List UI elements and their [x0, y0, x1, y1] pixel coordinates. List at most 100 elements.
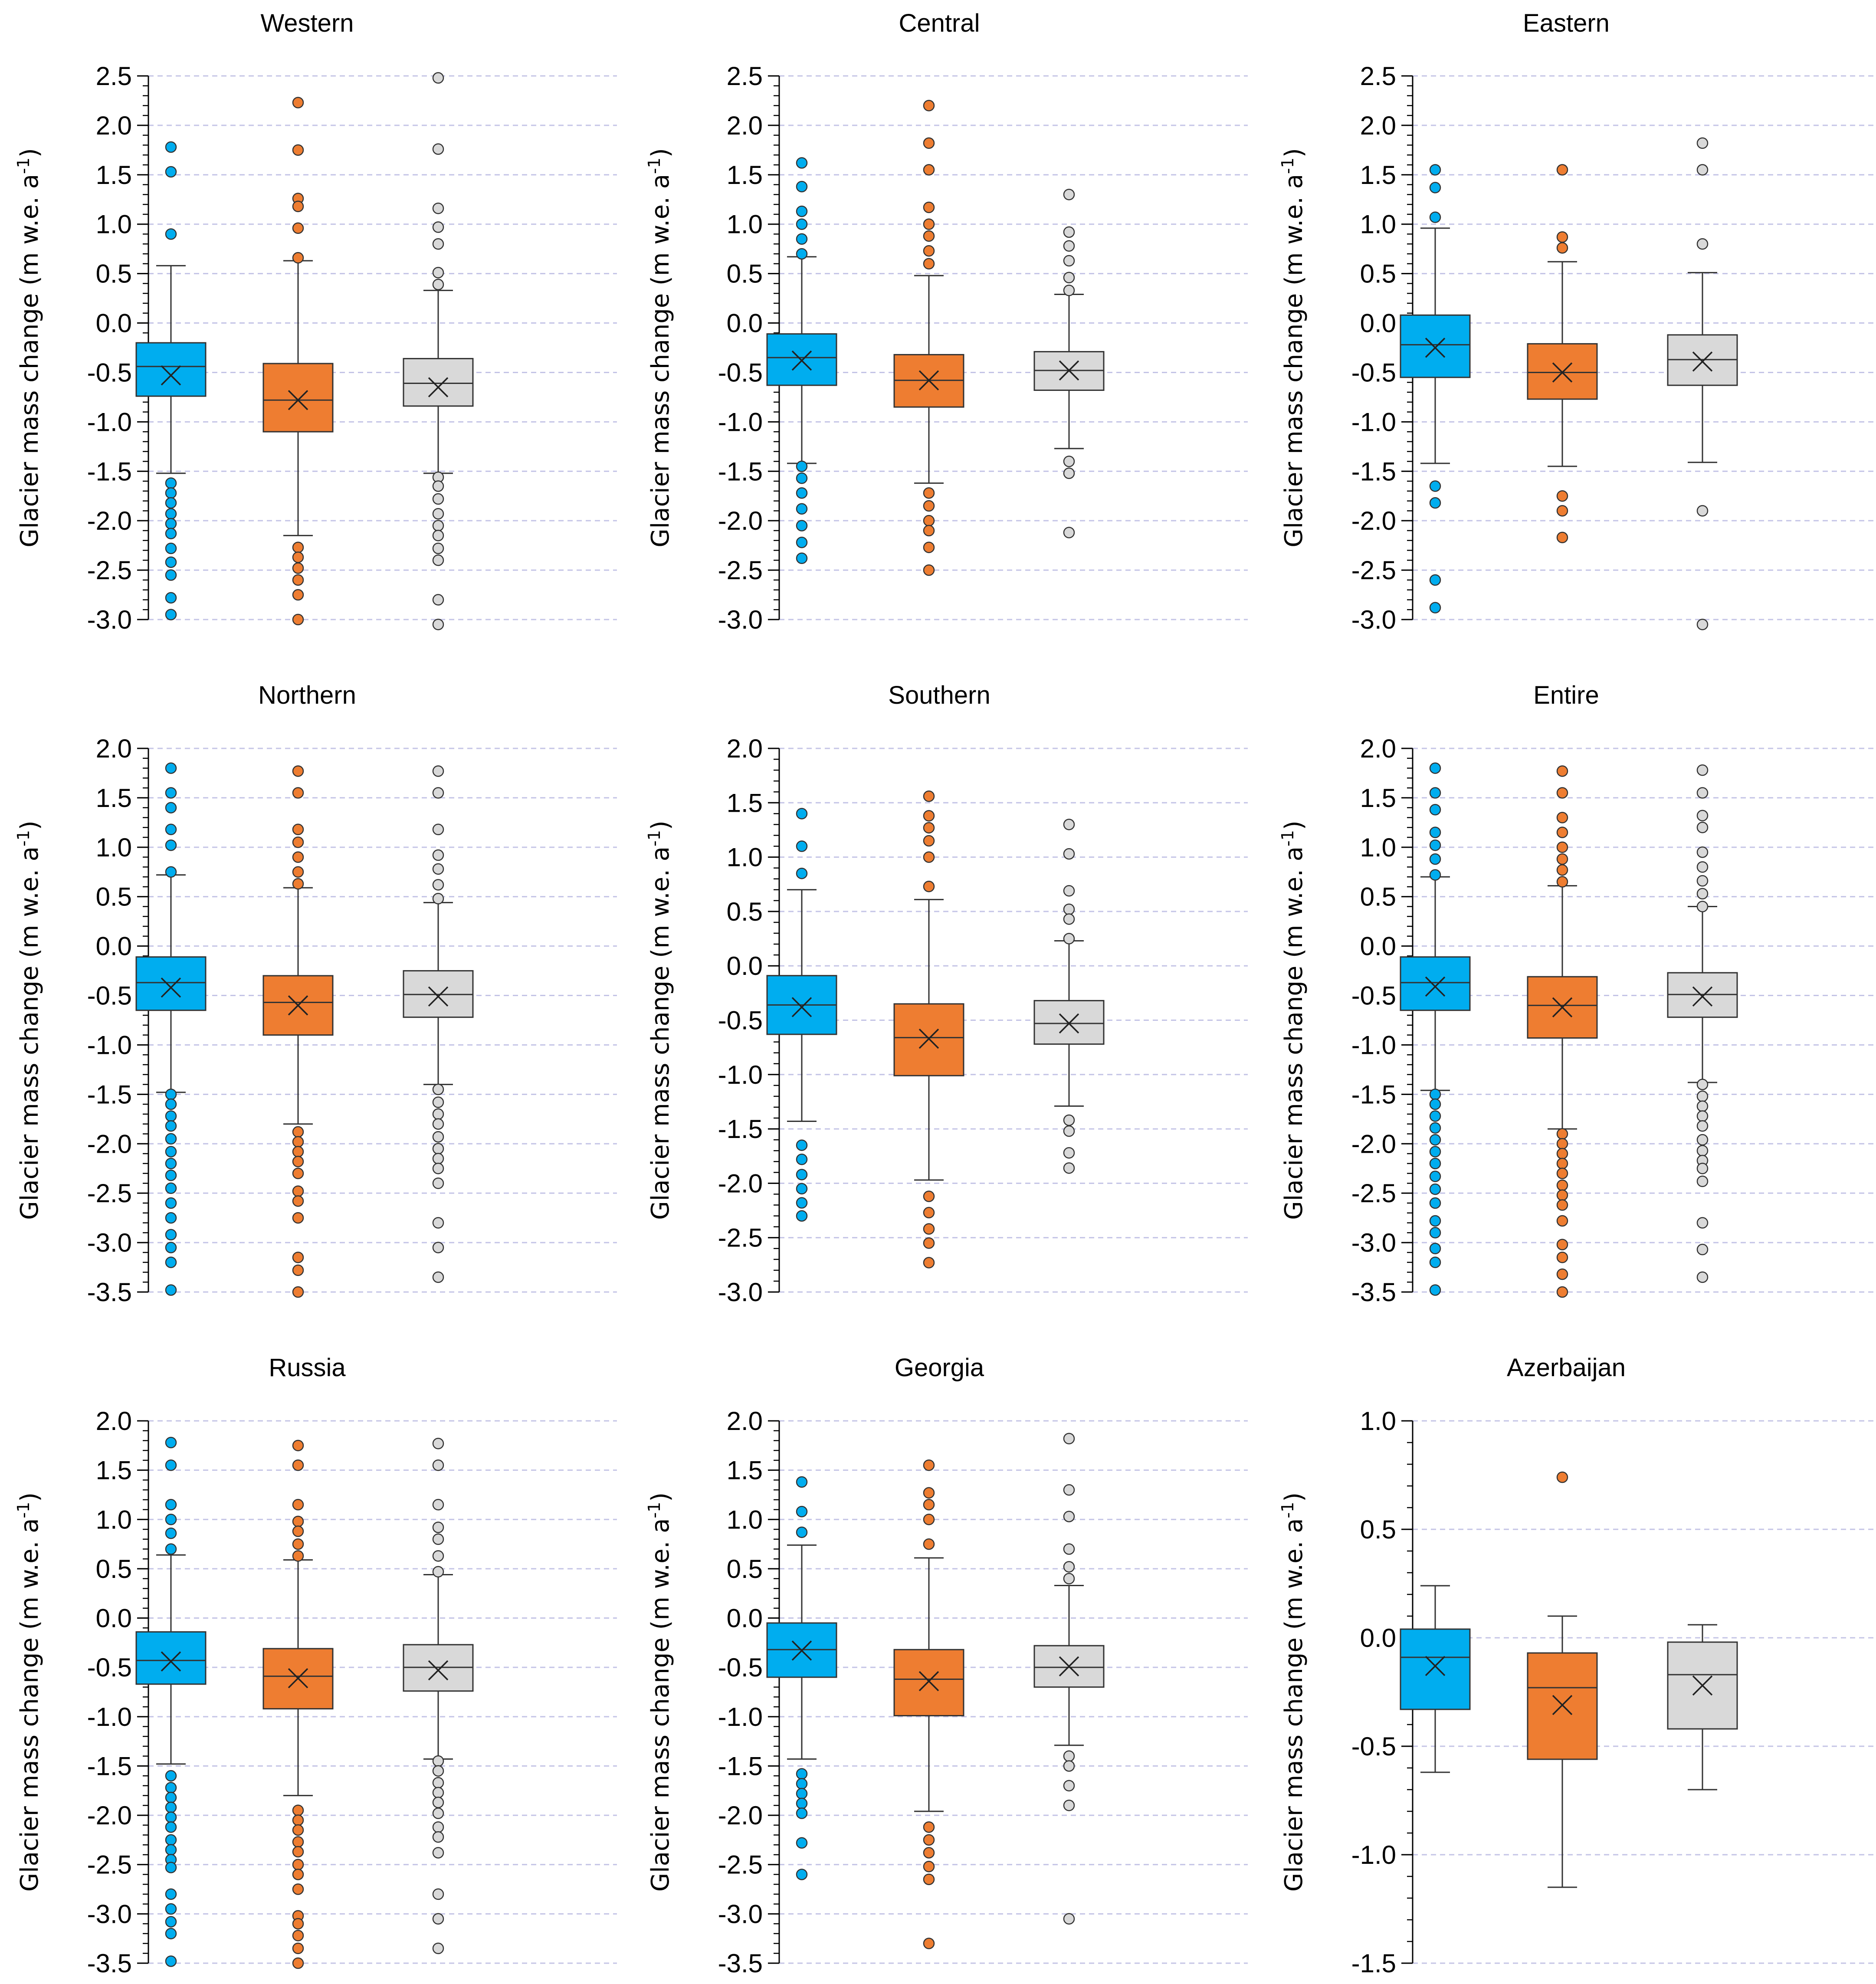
outlier-point — [292, 1212, 304, 1224]
outlier-point — [1429, 1171, 1441, 1182]
outlier-point — [1696, 1100, 1709, 1112]
tick-label: -2.5 — [718, 1850, 763, 1879]
outlier-point — [165, 609, 177, 620]
outlier-point — [165, 1229, 177, 1241]
outlier-point — [796, 1778, 808, 1790]
panel-entire: Entire Glacier mass change (m w.e. a-1) 2.… — [1278, 681, 1876, 1307]
outlier-point — [165, 1197, 177, 1209]
outlier-point — [165, 1811, 177, 1823]
y-axis-label: Glacier mass change (m w.e. a-1) — [1278, 1492, 1308, 1892]
tick-label: -3.0 — [1351, 605, 1396, 634]
tick-label: 1.0 — [96, 833, 132, 862]
outlier-point — [292, 1499, 304, 1511]
y-axis-label-end: ) — [16, 820, 44, 830]
tick-label: 2.0 — [1360, 111, 1396, 140]
outlier-point — [1556, 1252, 1568, 1263]
outlier-point — [1429, 602, 1441, 613]
outlier-point — [923, 1487, 935, 1499]
outlier-point — [923, 810, 935, 822]
mean-marker — [791, 350, 812, 371]
tick-label: -0.5 — [1351, 1732, 1396, 1761]
outlier-point — [1696, 875, 1709, 887]
outlier-point — [432, 1143, 444, 1154]
mean-marker — [1425, 976, 1446, 997]
tick-label: -3.0 — [87, 605, 132, 634]
tick-label: -2.5 — [87, 1850, 132, 1879]
outlier-point — [796, 1169, 808, 1181]
outlier-point — [1063, 1543, 1075, 1555]
outlier-point — [923, 564, 935, 576]
outlier-point — [1429, 497, 1441, 509]
tick-label: -2.5 — [718, 556, 763, 585]
outlier-point — [1429, 574, 1441, 586]
tick-label: 1.0 — [727, 210, 763, 239]
y-axis-label: Glacier mass change (m w.e. a-1) — [645, 1492, 675, 1892]
outlier-point — [1063, 189, 1075, 200]
outlier-point — [1556, 1268, 1568, 1280]
outlier-point — [432, 143, 444, 155]
tick-label: -3.5 — [87, 1278, 132, 1307]
mean-marker — [428, 986, 449, 1007]
y-axis-label-main: Glacier mass change (m w.e. a — [16, 174, 44, 548]
outlier-point — [1429, 787, 1441, 799]
series-1 — [135, 141, 207, 620]
outlier-point — [432, 1550, 444, 1562]
outlier-point — [292, 1185, 304, 1197]
tick-label: 1.0 — [727, 843, 763, 872]
outlier-point — [292, 1814, 304, 1826]
outlier-point — [1063, 1511, 1075, 1522]
tick-label: -1.0 — [718, 1060, 763, 1089]
outlier-point — [923, 100, 935, 111]
outlier-point — [923, 164, 935, 176]
outlier-point — [165, 141, 177, 153]
y-axis-label-end: ) — [646, 820, 675, 830]
mean-marker — [1692, 351, 1713, 372]
iqr-box — [403, 358, 474, 407]
outlier-point — [432, 1271, 444, 1283]
y-axis-label-sup: -1 — [645, 1502, 664, 1518]
outlier-point — [1696, 1243, 1709, 1256]
tick-label: 0.0 — [727, 1604, 763, 1633]
outlier-point — [165, 1256, 177, 1268]
outlier-point — [1556, 841, 1568, 853]
outlier-point — [1063, 527, 1075, 538]
outlier-point — [796, 1797, 808, 1810]
outlier-point — [1429, 1089, 1441, 1100]
panel-title: Central — [899, 9, 980, 37]
panel-western: Western Glacier mass change (m w.e. a-1) 2… — [14, 9, 617, 634]
outlier-point — [1556, 242, 1568, 254]
outlier-point — [432, 1942, 444, 1954]
mean-marker — [1552, 1695, 1573, 1715]
series-2 — [1527, 765, 1598, 1298]
outlier-point — [165, 1916, 177, 1928]
tick-label: 1.5 — [1360, 784, 1396, 813]
outlier-point — [796, 1197, 808, 1209]
outlier-point — [796, 157, 808, 169]
outlier-point — [1696, 619, 1709, 630]
tick-label: 0.0 — [96, 932, 132, 961]
outlier-point — [923, 1223, 935, 1235]
series-3 — [1033, 819, 1105, 1174]
mean-marker — [918, 1028, 939, 1049]
outlier-point — [1429, 1134, 1441, 1146]
outlier-point — [796, 233, 808, 245]
y-axis-label-main: Glacier mass change (m w.e. a — [1280, 174, 1308, 548]
mean-marker — [1552, 362, 1573, 383]
outlier-point — [1556, 1286, 1568, 1298]
series-1 — [1400, 1585, 1471, 1773]
outlier-point — [165, 1459, 177, 1471]
outlier-point — [796, 503, 808, 515]
iqr-box — [1400, 956, 1471, 1011]
panel-northern: Northern Glacier mass change (m w.e. a-1)… — [14, 681, 617, 1307]
mean-marker — [288, 390, 308, 410]
outlier-point — [292, 823, 304, 836]
outlier-point — [1063, 226, 1075, 238]
outlier-point — [1696, 164, 1709, 176]
outlier-point — [1696, 901, 1709, 912]
outlier-point — [292, 866, 304, 878]
outlier-point — [1429, 1183, 1441, 1195]
outlier-point — [165, 802, 177, 813]
outlier-point — [1696, 810, 1709, 822]
tick-label: 1.5 — [727, 1456, 763, 1485]
outlier-point — [1556, 531, 1568, 544]
